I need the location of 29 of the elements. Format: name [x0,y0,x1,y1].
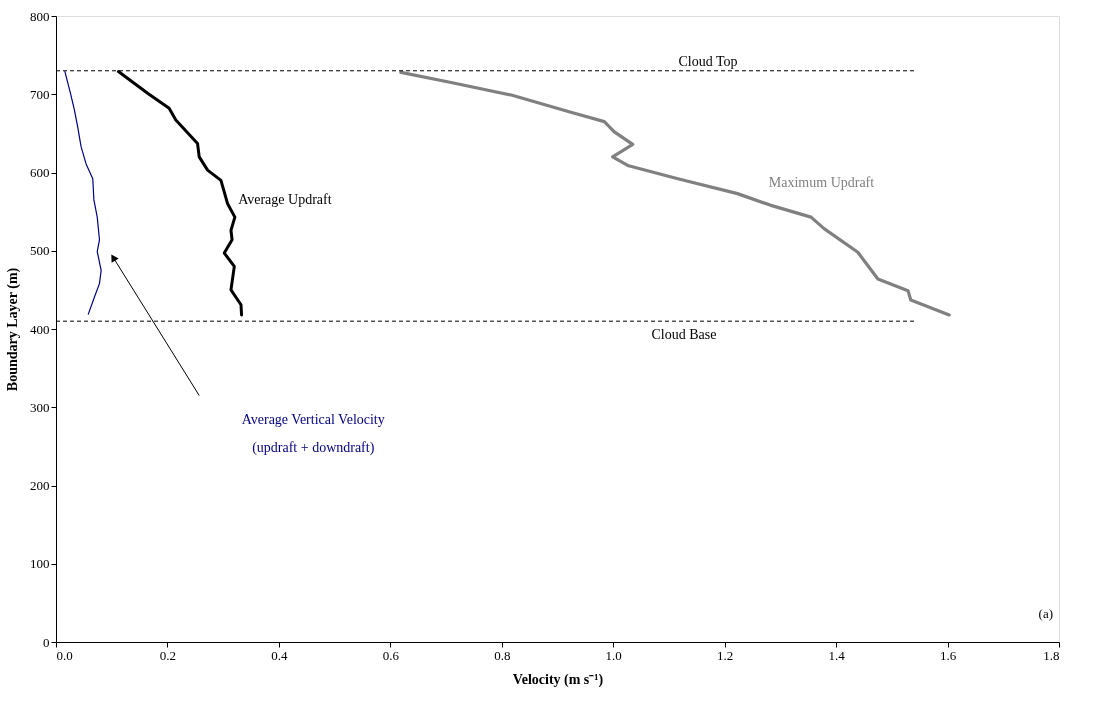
x-tick-label: 1.6 [939,647,957,663]
line-series [64,70,102,315]
series-label: Maximum Updraft [768,174,875,190]
y-tick-label: 300 [30,399,50,415]
y-tick-label: 400 [30,321,50,337]
line-series [399,70,951,317]
x-tick-label: 1.8 [1043,647,1060,663]
x-tick-label: 0.6 [382,647,400,663]
y-tick-label: 600 [30,165,50,180]
x-tick-label: 0.0 [56,647,73,663]
x-tick-label: 1.0 [605,647,622,663]
ref-line-label: Cloud Base [651,327,717,343]
y-tick-label: 500 [30,243,50,259]
x-tick-label: 0.4 [271,647,289,663]
x-tick-label: 1.4 [828,647,846,663]
y-tick-label: 800 [30,8,50,24]
x-tick-label: 0.8 [494,647,511,663]
y-tick-label: 0 [43,634,50,650]
text: Average Vertical Velocity (updraft + downdraft) [241,411,385,456]
x-tick-label: 1.2 [717,647,734,663]
series-label: Average Updraft [238,192,332,208]
x-tick-label: 0.2 [159,647,177,663]
y-tick-label: 100 [30,556,50,572]
y-tick-label: 200 [30,478,50,493]
x-axis-title: Velocity (m s⁻¹) [512,671,604,688]
annotation: (a) [1038,606,1053,621]
y-tick-label: 700 [30,86,50,102]
y-axis-title: Boundary Layer (m) [5,267,21,392]
ref-line-label: Cloud Top [678,53,738,69]
